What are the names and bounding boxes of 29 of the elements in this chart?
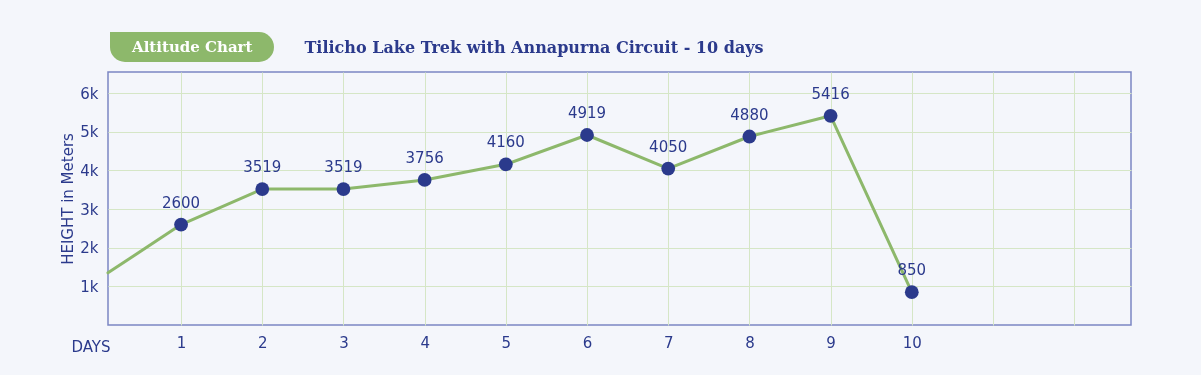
y-tick-label: 2k [80,239,99,258]
data-label: 4160 [486,133,525,152]
data-label: 4050 [649,137,688,156]
chart-subtitle: Altitude Chart [110,32,275,62]
data-label: 3756 [405,148,444,167]
y-tick-label: 5k [80,123,99,142]
x-tick-label: 7 [663,333,674,352]
data-label: 3519 [243,158,282,177]
x-tick-label: 8 [745,333,755,352]
x-tick-label: 6 [582,333,593,352]
y-tick-label: 4k [80,162,99,180]
x-tick-label: 3 [339,333,349,352]
x-axis-title: DAYS [71,337,111,356]
chart-title: Tilicho Lake Trek with Annapurna Circuit - 10 days [304,37,764,57]
data-label: 4880 [730,105,769,124]
x-tick-label: 1 [176,333,187,352]
x-tick-label: 9 [826,333,836,352]
y-tick-label: 6k [80,84,99,103]
data-label: 4919 [567,104,607,122]
x-tick-label: 2 [257,333,268,352]
data-label: 3519 [324,158,363,177]
x-tick-label: 10 [902,333,922,352]
y-tick-label: 3k [80,200,99,219]
x-tick-label: 5 [501,333,512,352]
data-label: 5416 [811,84,850,103]
y-axis-title: HEIGHT in Meters [59,132,78,265]
y-tick-label: 1k [80,277,99,296]
x-tick-label: 4 [420,333,430,352]
data-label: 2600 [161,193,201,212]
